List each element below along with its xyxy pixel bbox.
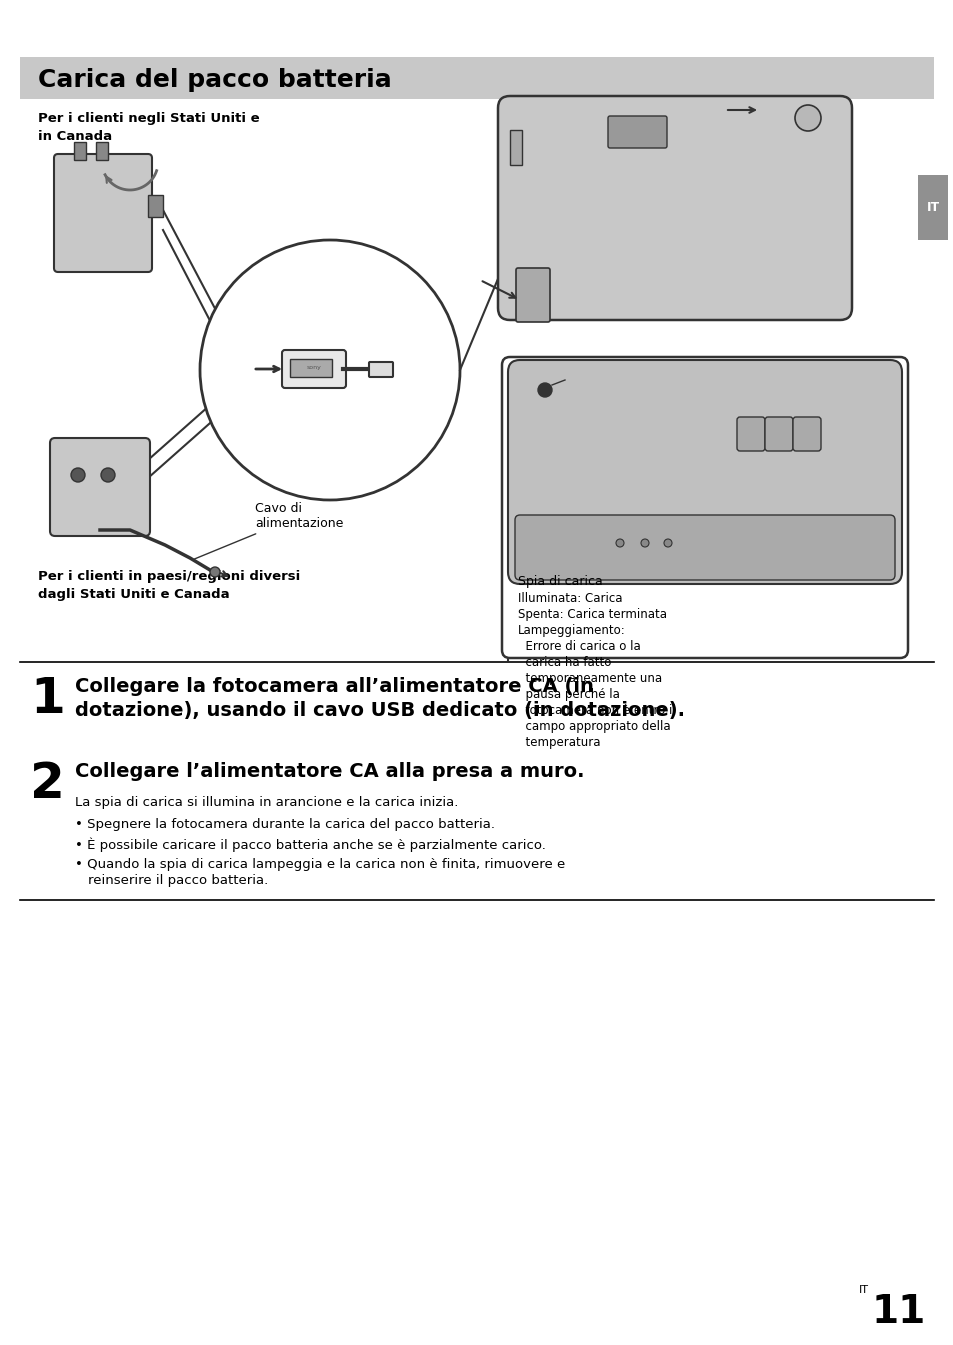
Circle shape: [200, 239, 459, 500]
Text: reinserire il pacco batteria.: reinserire il pacco batteria.: [88, 874, 268, 886]
Text: La spia di carica si illumina in arancione e la carica inizia.: La spia di carica si illumina in arancio…: [75, 796, 457, 808]
Bar: [148, 195, 163, 217]
FancyBboxPatch shape: [515, 515, 894, 580]
Circle shape: [537, 383, 552, 397]
Text: Per i clienti in paesi/regioni diversi
dagli Stati Uniti e Canada: Per i clienti in paesi/regioni diversi d…: [38, 570, 300, 601]
Text: 11: 11: [871, 1293, 925, 1332]
Bar: [20, 56, 933, 100]
FancyBboxPatch shape: [497, 95, 851, 320]
Text: carica ha fatto: carica ha fatto: [517, 656, 611, 668]
Text: 2: 2: [30, 760, 65, 808]
Text: Spia di carica: Spia di carica: [517, 576, 602, 588]
Circle shape: [210, 568, 220, 577]
Circle shape: [640, 539, 648, 547]
FancyBboxPatch shape: [54, 153, 152, 272]
Text: 1: 1: [30, 675, 65, 724]
Text: Errore di carica o la: Errore di carica o la: [517, 640, 640, 654]
Bar: [290, 359, 332, 377]
Text: • È possibile caricare il pacco batteria anche se è parzialmente carico.: • È possibile caricare il pacco batteria…: [75, 838, 545, 853]
FancyBboxPatch shape: [792, 417, 821, 451]
FancyBboxPatch shape: [764, 417, 792, 451]
Text: campo appropriato della: campo appropriato della: [517, 720, 670, 733]
Text: temperatura: temperatura: [517, 736, 599, 749]
Text: IT: IT: [858, 1284, 868, 1295]
Text: • Spegnere la fotocamera durante la carica del pacco batteria.: • Spegnere la fotocamera durante la cari…: [75, 818, 495, 831]
Circle shape: [663, 539, 671, 547]
FancyBboxPatch shape: [369, 362, 393, 377]
Text: Illuminata: Carica: Illuminata: Carica: [517, 592, 622, 605]
Text: dotazione), usando il cavo USB dedicato (in dotazione).: dotazione), usando il cavo USB dedicato …: [75, 701, 684, 720]
Text: • Quando la spia di carica lampeggia e la carica non è finita, rimuovere e: • Quando la spia di carica lampeggia e l…: [75, 858, 565, 872]
Text: fotocamera non è entro il: fotocamera non è entro il: [517, 703, 675, 717]
Circle shape: [101, 468, 115, 482]
Text: sony: sony: [306, 366, 321, 370]
FancyBboxPatch shape: [516, 268, 550, 321]
Text: Collegare l’alimentatore CA alla presa a muro.: Collegare l’alimentatore CA alla presa a…: [75, 763, 584, 781]
Text: Per i clienti negli Stati Uniti e
in Canada: Per i clienti negli Stati Uniti e in Can…: [38, 112, 259, 143]
FancyBboxPatch shape: [50, 438, 150, 537]
Text: Spenta: Carica terminata: Spenta: Carica terminata: [517, 608, 666, 621]
Text: Collegare la fotocamera all’alimentatore CA (in: Collegare la fotocamera all’alimentatore…: [75, 677, 594, 695]
Circle shape: [794, 105, 821, 130]
FancyBboxPatch shape: [501, 356, 907, 658]
FancyBboxPatch shape: [607, 116, 666, 148]
Text: Cavo di
alimentazione: Cavo di alimentazione: [194, 502, 343, 560]
Circle shape: [616, 539, 623, 547]
Text: temporaneamente una: temporaneamente una: [517, 672, 661, 685]
FancyBboxPatch shape: [282, 350, 346, 387]
Text: Carica del pacco batteria: Carica del pacco batteria: [38, 69, 392, 91]
Bar: [510, 130, 521, 165]
Bar: [74, 143, 86, 160]
Bar: [917, 175, 947, 239]
Text: Lampeggiamento:: Lampeggiamento:: [517, 624, 625, 638]
Text: IT: IT: [925, 200, 939, 214]
FancyBboxPatch shape: [507, 360, 901, 584]
Bar: [96, 143, 108, 160]
Text: pausa perché la: pausa perché la: [517, 689, 619, 701]
Circle shape: [71, 468, 85, 482]
FancyBboxPatch shape: [737, 417, 764, 451]
